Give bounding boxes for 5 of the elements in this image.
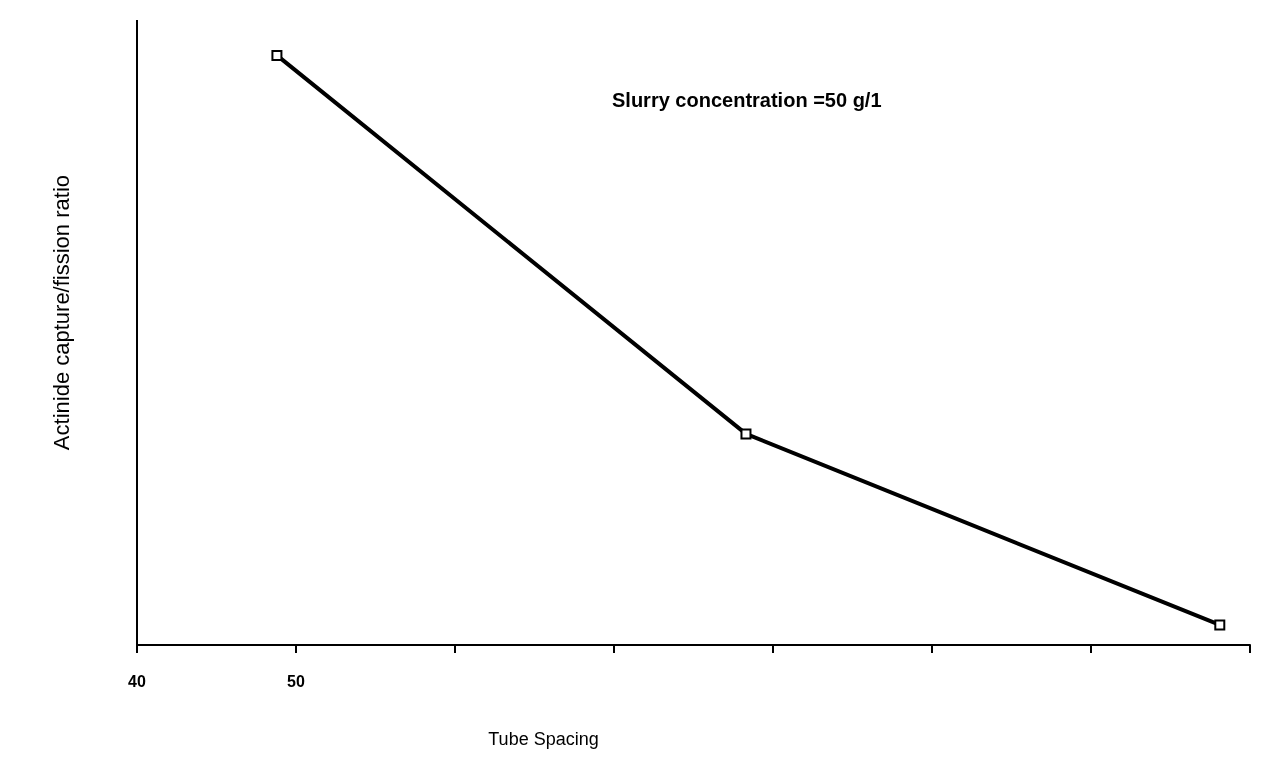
x-tick-label: 50 xyxy=(287,672,305,690)
annotation: Slurry concentration =50 g/1 xyxy=(612,89,882,111)
x-axis-title: Tube Spacing xyxy=(488,729,599,749)
x-tick-label: 40 xyxy=(128,672,146,690)
y-axis-title: Actinide capture/fission ratio xyxy=(48,175,74,451)
